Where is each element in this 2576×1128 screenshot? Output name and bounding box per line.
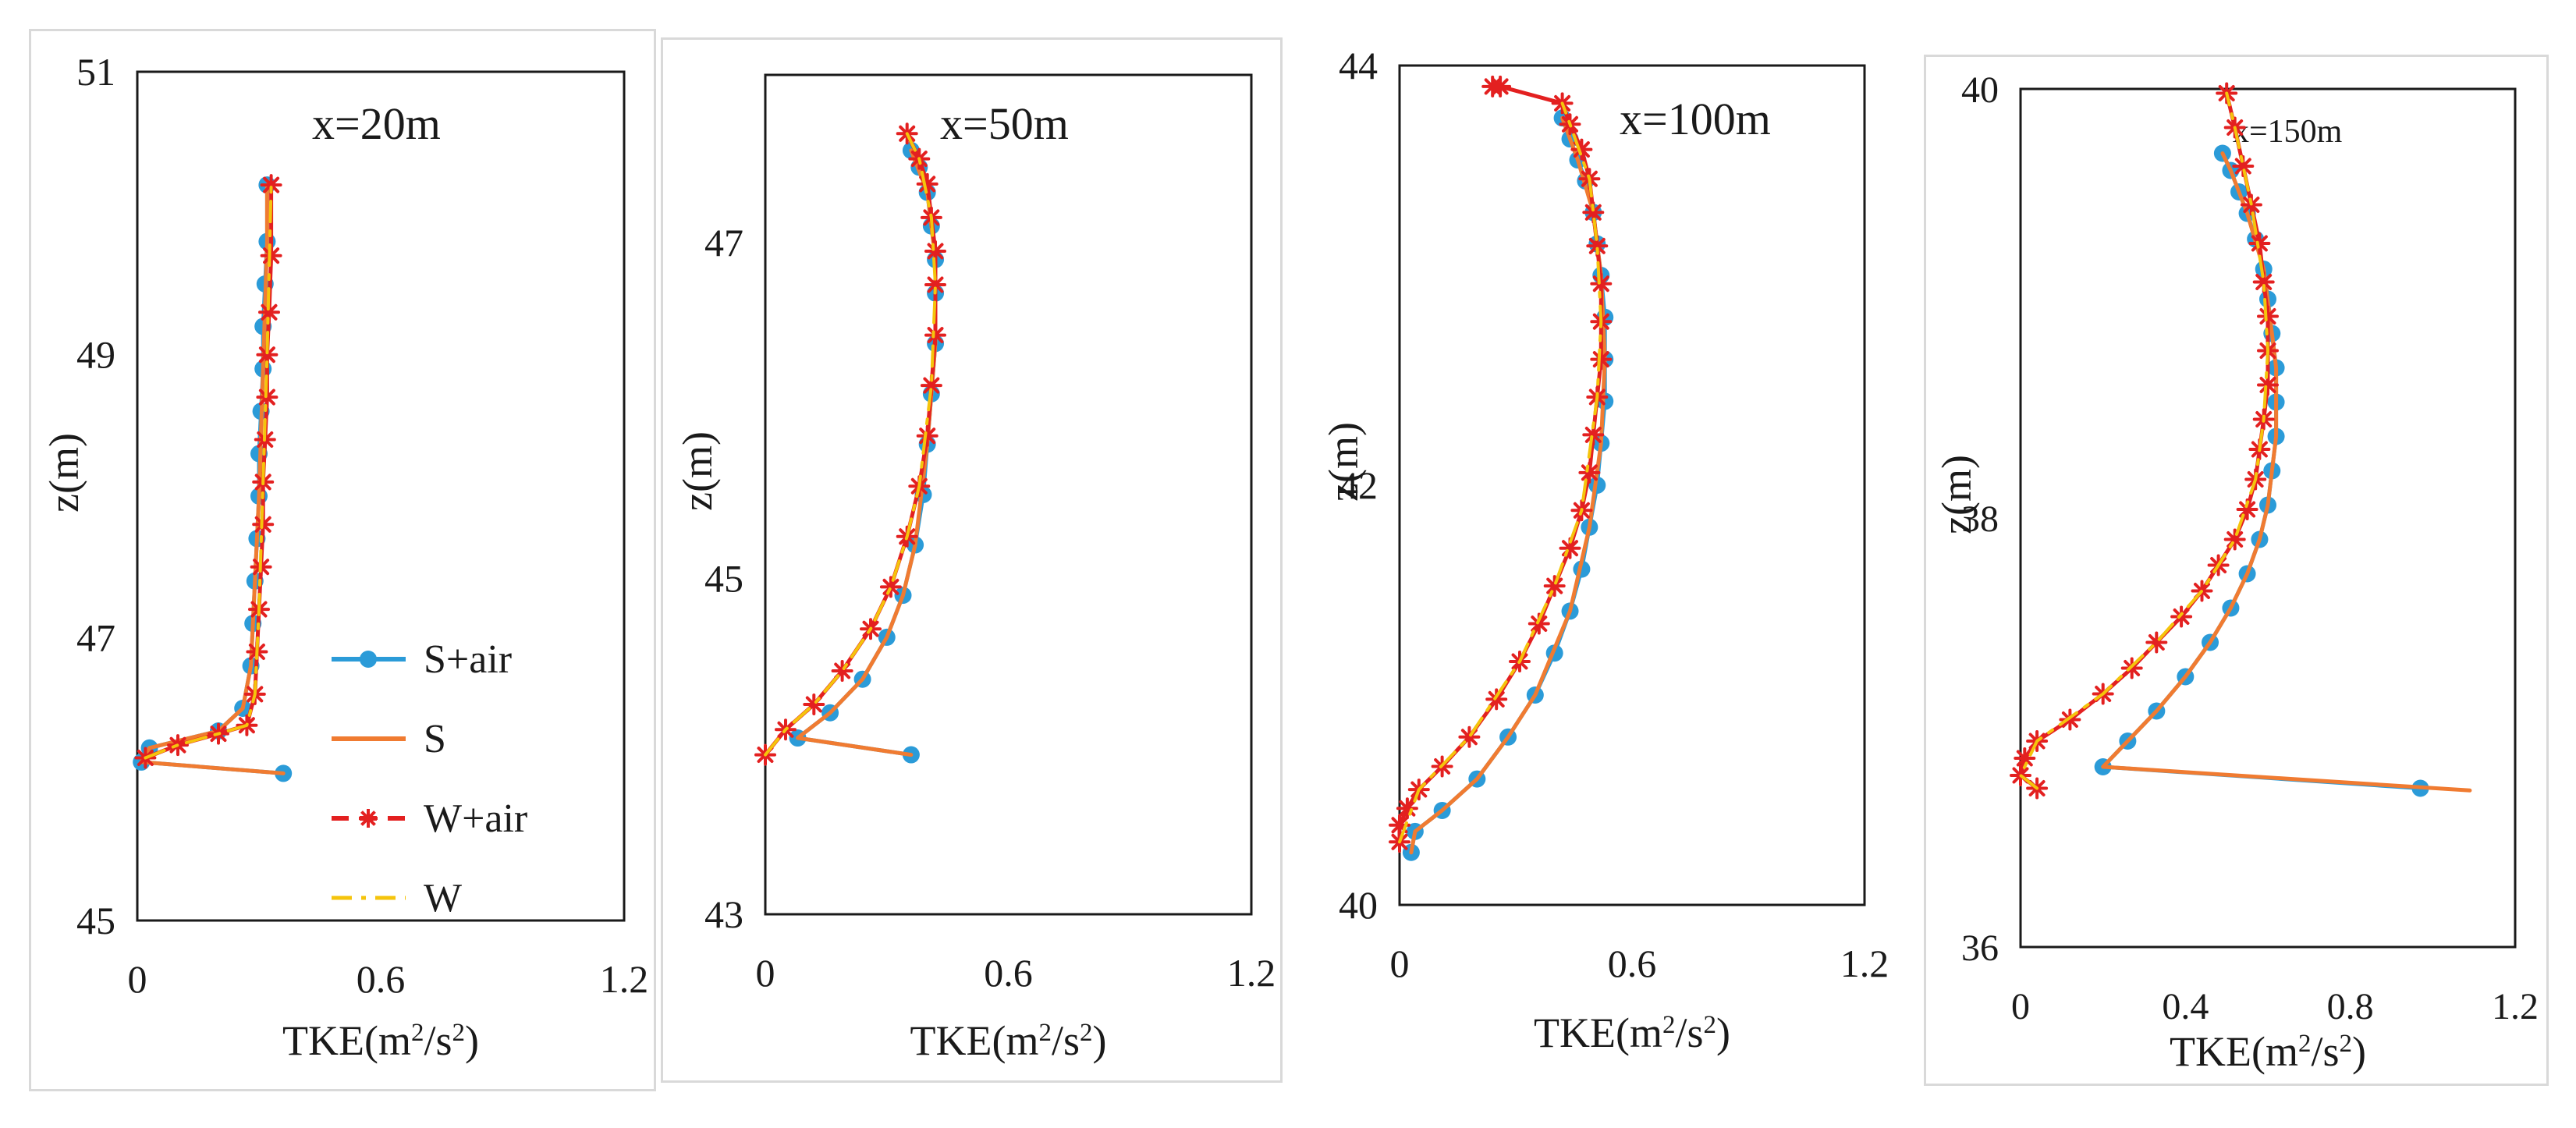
chart-2-series-w-air-point bbox=[924, 324, 946, 346]
legend-w-label: W bbox=[424, 876, 462, 920]
chart-3-xtick-label: 1.2 bbox=[1840, 942, 1889, 985]
chart-1-series-w-air-point bbox=[258, 301, 280, 324]
chart-4-xtick-label: 0.8 bbox=[2327, 986, 2374, 1027]
chart-1-plot-area bbox=[136, 70, 626, 922]
chart-3-series-w-air-point bbox=[1389, 814, 1410, 836]
chart-4-ytick-label: 36 bbox=[1961, 928, 1999, 969]
chart-2-series-w-air-point bbox=[916, 172, 939, 195]
chart-3-series-w-air-point bbox=[1396, 797, 1418, 820]
chart-2-xtick-label: 0 bbox=[756, 951, 775, 995]
chart-3-ylabel: z(m) bbox=[1320, 422, 1367, 502]
legend-s-air-swatch-marker bbox=[360, 651, 377, 668]
chart-2-ytick-label: 47 bbox=[704, 221, 743, 264]
chart-3-ytick-label: 42 bbox=[1339, 463, 1378, 507]
chart-2-series-w-air-point bbox=[879, 576, 902, 598]
chart-3-series-w-air-point bbox=[1590, 348, 1613, 371]
chart-2-xtick-label: 0.6 bbox=[984, 951, 1033, 995]
chart-4-xtick-label: 0 bbox=[2011, 986, 2030, 1027]
chart-4-series-w-line bbox=[2019, 91, 2269, 790]
chart-4-xtick-label: 0.4 bbox=[2162, 986, 2209, 1027]
chart-3-series-w-air-point bbox=[1543, 575, 1566, 598]
chart-1-ytick-label: 47 bbox=[76, 615, 115, 659]
chart-3-series-w-air-point bbox=[1528, 612, 1550, 635]
chart-4-series-w-air-point bbox=[2223, 528, 2246, 551]
chart-1-series-w-line bbox=[144, 183, 273, 760]
chart-4-xtick-label: 1.2 bbox=[2492, 986, 2539, 1027]
chart-1-ytick-label: 51 bbox=[76, 50, 115, 94]
chart-4-plot-area bbox=[2019, 87, 2517, 949]
legend-s-label: S bbox=[424, 717, 446, 761]
chart-3-xtick-label: 0.6 bbox=[1608, 942, 1657, 985]
chart-2-ylabel: z(m) bbox=[674, 431, 721, 511]
chart-2-series-w-air-point bbox=[920, 374, 942, 397]
chart-3-ytick-label: 40 bbox=[1339, 883, 1378, 927]
chart-4-series-w-air-point bbox=[2014, 747, 2036, 769]
chart-3-xtick-label: 0 bbox=[1390, 942, 1410, 985]
chart-1-xlabel: TKE(m2/s2) bbox=[282, 1017, 479, 1064]
chart-1-xtick-label: 0 bbox=[128, 957, 147, 1001]
chart-4: x=150m 0 0.4 0.8 1.2 36 38 40 TKE(m2/s2) z(m) bbox=[1933, 69, 2539, 1075]
chart-3-series-w-air-point bbox=[1582, 424, 1605, 446]
chart-3: x=100m 0 0.6 1.2 40 42 44 TKE(m2/s2) z(m) bbox=[1320, 44, 1889, 1056]
chart-2-ytick-label: 43 bbox=[704, 892, 743, 936]
chart-1-series-w-air-point bbox=[256, 343, 279, 366]
chart-4-series-w-air-point bbox=[2170, 605, 2193, 628]
chart-3-series-w-air-point bbox=[1481, 75, 1504, 98]
chart-1-legend: S+air S W+air W bbox=[332, 637, 527, 920]
chart-1-ytick-label: 45 bbox=[76, 899, 115, 942]
chart-4-series-w-air-point bbox=[2248, 232, 2271, 254]
chart-3-series-w-air-point bbox=[1586, 235, 1609, 257]
chart-3-plot-area bbox=[1398, 64, 1866, 906]
chart-4-ytick-label: 40 bbox=[1961, 69, 1999, 111]
chart-3-xlabel: TKE(m2/s2) bbox=[1534, 1009, 1730, 1056]
chart-2-xtick-label: 1.2 bbox=[1227, 951, 1276, 995]
chart-3-series-w-air-point bbox=[1458, 725, 1481, 748]
chart-4-title: x=150m bbox=[2233, 114, 2343, 150]
chart-1-series-w-air-point bbox=[260, 174, 282, 197]
chart-4-xlabel: TKE(m2/s2) bbox=[2170, 1028, 2366, 1075]
chart-2-series-w-air-point bbox=[831, 660, 853, 682]
chart-3-series-w-air-point bbox=[1582, 201, 1605, 224]
chart-3-series-w-air-point bbox=[1578, 461, 1601, 484]
chart-1-ytick-label: 49 bbox=[76, 333, 115, 377]
chart-1-series-w-air-point bbox=[260, 244, 282, 267]
chart-2-series-w-air-point bbox=[924, 240, 946, 262]
chart-3-series-w-air-point bbox=[1485, 688, 1508, 711]
chart-1-title: x=20m bbox=[312, 98, 441, 149]
chart-3-series-w-air-point bbox=[1570, 138, 1593, 161]
chart-2-ytick-label: 45 bbox=[704, 557, 743, 601]
chart-1-xtick-label: 1.2 bbox=[600, 957, 649, 1001]
chart-4-series-w-air-point bbox=[2145, 631, 2168, 654]
chart-2-xlabel: TKE(m2/s2) bbox=[910, 1017, 1107, 1064]
chart-3-series-w-line bbox=[1398, 101, 1603, 844]
chart-2-series-w-line bbox=[764, 132, 937, 757]
chart-4-series-w-air-point bbox=[2257, 374, 2279, 396]
legend-s-air-label: S+air bbox=[424, 637, 512, 682]
chart-2-plot-area bbox=[764, 73, 1253, 916]
chart-4-series-w-air-point bbox=[2059, 708, 2081, 731]
chart-2-series-w-air-point bbox=[803, 693, 825, 715]
chart-4-ylabel: z(m) bbox=[1933, 455, 1980, 534]
chart-3-series-w-air-point bbox=[1559, 537, 1581, 559]
chart-2-series-w-air-point bbox=[916, 424, 939, 447]
chart-4-series-w-air-point bbox=[2257, 305, 2279, 328]
chart-2: x=50m 0 0.6 1.2 43 45 47 TKE(m2/s2) z(m) bbox=[674, 73, 1276, 1064]
chart-2-title: x=50m bbox=[940, 98, 1069, 149]
chart-1-xtick-label: 0.6 bbox=[357, 957, 406, 1001]
chart-1-ylabel: z(m) bbox=[41, 433, 87, 513]
legend-w-air-swatch-marker bbox=[359, 809, 378, 828]
chart-3-ytick-label: 44 bbox=[1339, 44, 1378, 87]
chart-4-ytick-label: 38 bbox=[1961, 498, 1999, 540]
chart-4-series-w-air-point bbox=[2232, 155, 2255, 177]
legend-w-air-label: W+air bbox=[424, 796, 527, 841]
chart-3-series-w-air-point bbox=[1590, 272, 1613, 295]
chart-2-series-w-air-point bbox=[924, 274, 946, 296]
chart-3-title: x=100m bbox=[1620, 94, 1771, 144]
chart-4-series-w-air-point bbox=[2252, 271, 2275, 293]
chart-4-series-w-air-point bbox=[2236, 498, 2258, 520]
